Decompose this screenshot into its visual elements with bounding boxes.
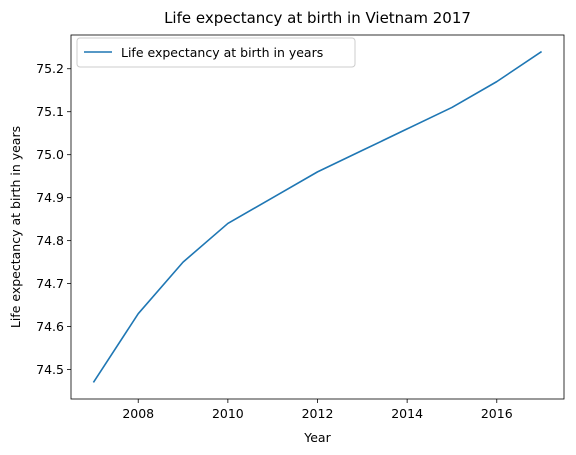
x-tick-label: 2016 [481, 406, 513, 421]
x-tick-label: 2012 [302, 406, 334, 421]
series-layer [92, 50, 543, 383]
x-axis: 2008 2010 2012 2014 2016 [122, 399, 513, 421]
x-tick-label: 2008 [122, 406, 154, 421]
y-tick-label: 74.5 [36, 362, 64, 377]
plot-area: 74.5 74.6 74.7 74.8 74.9 75.0 75.1 75.2 2008 201… [36, 34, 565, 421]
y-tick-label: 74.9 [36, 190, 64, 205]
y-tick-label: 74.8 [36, 233, 64, 248]
series-line [92, 50, 543, 383]
y-tick-label: 74.6 [36, 319, 64, 334]
y-tick-label: 74.7 [36, 276, 64, 291]
legend-box [76, 37, 356, 68]
y-tick-label: 75.1 [36, 104, 64, 119]
y-tick-label: 75.2 [36, 61, 64, 76]
plot-frame [70, 34, 565, 400]
y-axis-label: Life expectancy at birth in years [8, 126, 23, 328]
chart-title: Life expectancy at birth in Vietnam 2017 [164, 9, 471, 27]
x-tick-label: 2014 [391, 406, 423, 421]
legend: Life expectancy at birth in years [76, 37, 356, 68]
x-axis-label: Year [303, 430, 331, 445]
y-tick-label: 75.0 [36, 147, 64, 162]
y-axis: 74.5 74.6 74.7 74.8 74.9 75.0 75.1 75.2 [36, 61, 71, 377]
legend-label: Life expectancy at birth in years [121, 45, 323, 60]
x-tick-label: 2010 [212, 406, 244, 421]
